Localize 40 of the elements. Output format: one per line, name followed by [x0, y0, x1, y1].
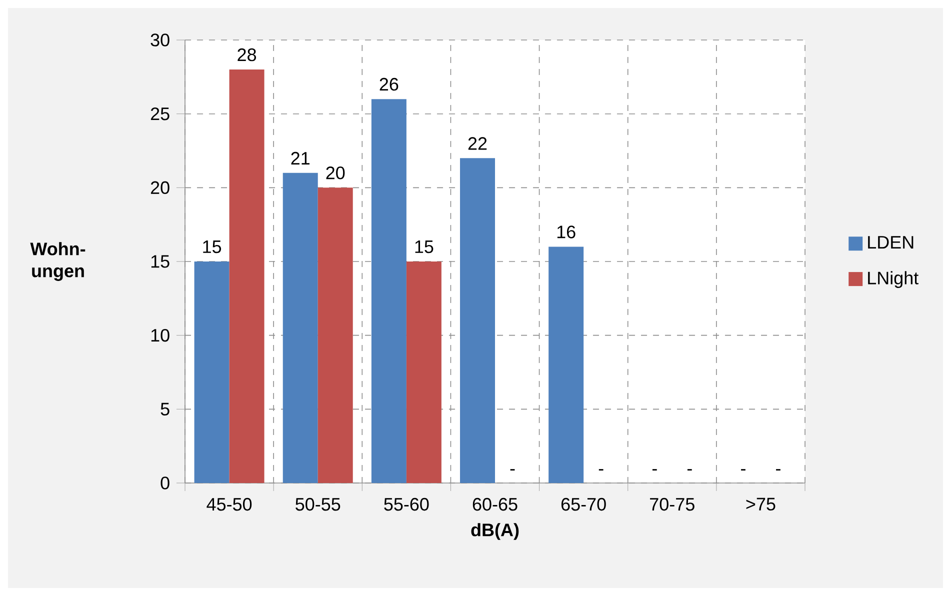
x-tick-label: 60-65	[472, 498, 518, 511]
text: -	[687, 469, 692, 471]
text: -	[652, 469, 657, 471]
y-axis-title: Wohn- ungen	[30, 242, 86, 281]
data-label: 15	[415, 240, 434, 254]
text: -	[510, 469, 515, 471]
y-tick-label: 0	[160, 476, 170, 490]
y-tick-label: 15	[151, 255, 170, 268]
x-tick-label: 45-50	[206, 498, 252, 511]
text: -	[776, 469, 780, 471]
bar	[460, 158, 496, 483]
x-axis-title: dB(A)	[471, 523, 519, 540]
bar	[548, 246, 584, 483]
x-tick-label: 70-75	[650, 498, 694, 511]
bar	[371, 99, 406, 483]
y-tick-label: 30	[150, 34, 170, 46]
bar	[282, 172, 318, 483]
x-tick-label: 65-70	[561, 498, 606, 511]
y-tick-label: 25	[150, 107, 170, 120]
y-tick-label: 5	[160, 402, 170, 416]
bar	[318, 188, 353, 483]
data-label: 15	[203, 240, 222, 254]
x-tick-label: 50-55	[296, 498, 340, 511]
data-label: 22	[468, 137, 487, 150]
x-tick-label: >75	[746, 498, 776, 511]
y-tick-label: 10	[151, 328, 170, 342]
data-label: 21	[291, 152, 310, 165]
data-label: 28	[238, 48, 256, 62]
bar	[406, 261, 442, 483]
data-label: 20	[326, 166, 345, 180]
bar	[229, 70, 264, 483]
data-label: 16	[557, 226, 576, 238]
text: -	[741, 469, 746, 471]
legend-label: LDEN	[868, 236, 914, 248]
bar	[194, 261, 230, 483]
data-label: 26	[380, 78, 398, 91]
x-tick-label: 55-60	[384, 498, 429, 511]
text: -	[598, 469, 604, 471]
y-tick-label: 20	[150, 181, 170, 194]
legend-label: LNight	[868, 271, 918, 288]
